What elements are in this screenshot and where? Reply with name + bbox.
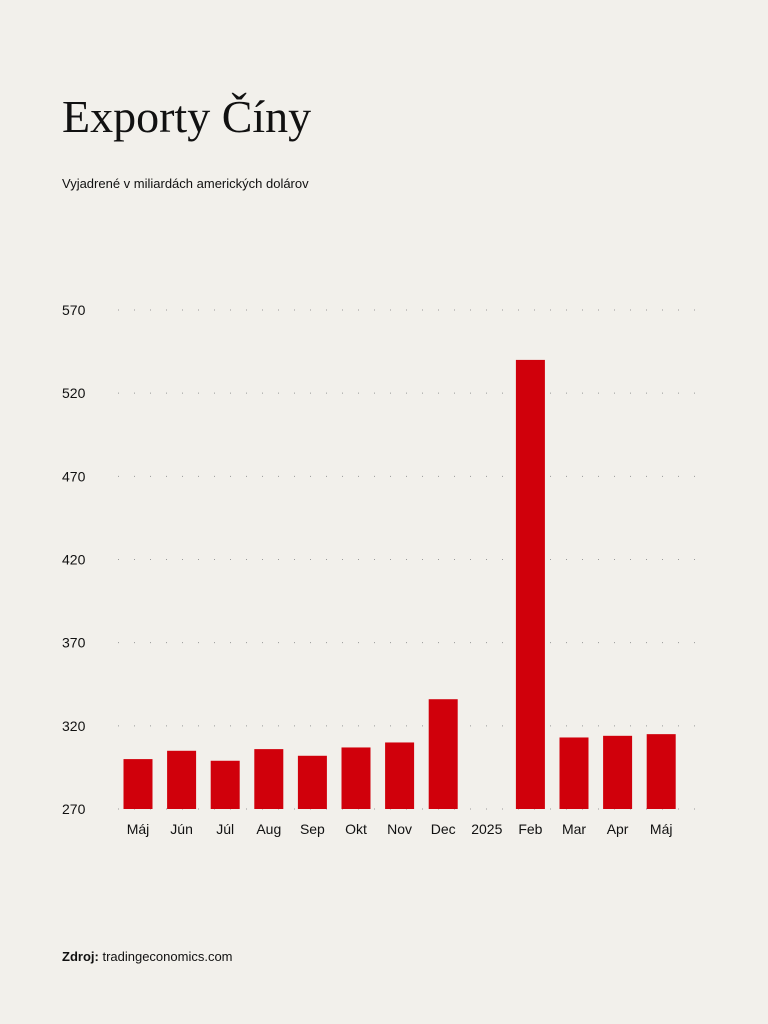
bar bbox=[254, 749, 284, 809]
bar bbox=[123, 759, 153, 809]
bar bbox=[515, 359, 545, 809]
x-tick-label: Aug bbox=[256, 821, 281, 837]
x-tick-label: 2025 bbox=[471, 821, 502, 837]
bar bbox=[646, 734, 676, 809]
y-tick-label: 370 bbox=[62, 635, 86, 651]
y-tick-label: 420 bbox=[62, 552, 86, 568]
x-tick-label: Máj bbox=[650, 821, 673, 837]
bar bbox=[297, 755, 327, 809]
grid-lines bbox=[118, 309, 705, 810]
chart-title: Exporty Číny bbox=[62, 91, 312, 142]
x-tick-label: Sep bbox=[300, 821, 325, 837]
bar bbox=[559, 737, 589, 809]
source-label: Zdroj: bbox=[62, 949, 99, 964]
bar bbox=[167, 750, 197, 809]
y-tick-label: 320 bbox=[62, 718, 86, 734]
x-tick-label: Dec bbox=[431, 821, 456, 837]
x-tick-label: Feb bbox=[518, 821, 542, 837]
x-tick-label: Mar bbox=[562, 821, 586, 837]
bar bbox=[603, 735, 633, 809]
x-tick-label: Okt bbox=[345, 821, 367, 837]
x-tick-label: Apr bbox=[607, 821, 629, 837]
bars bbox=[123, 359, 676, 809]
source-text: tradingeconomics.com bbox=[102, 949, 233, 964]
bar bbox=[210, 760, 240, 809]
y-tick-label: 520 bbox=[62, 385, 86, 401]
y-tick-label: 270 bbox=[62, 801, 86, 817]
x-tick-label: Nov bbox=[387, 821, 412, 837]
x-tick-label: Máj bbox=[127, 821, 150, 837]
y-tick-label: 570 bbox=[62, 302, 86, 318]
y-axis-ticks: 570 520 470 420 370 320 270 bbox=[62, 302, 86, 817]
x-axis-ticks: Máj Jún Júl Aug Sep Okt Nov Dec 2025 Feb Mar Apr Máj bbox=[127, 821, 673, 837]
bar bbox=[341, 747, 371, 809]
chart-subtitle: Vyjadrené v miliardách amerických doláro… bbox=[62, 176, 309, 191]
x-tick-label: Jún bbox=[170, 821, 193, 837]
source-note: Zdroj: tradingeconomics.com bbox=[62, 949, 233, 964]
y-tick-label: 470 bbox=[62, 468, 86, 484]
bar bbox=[428, 699, 458, 809]
bar bbox=[385, 742, 415, 809]
x-tick-label: Júl bbox=[216, 821, 234, 837]
